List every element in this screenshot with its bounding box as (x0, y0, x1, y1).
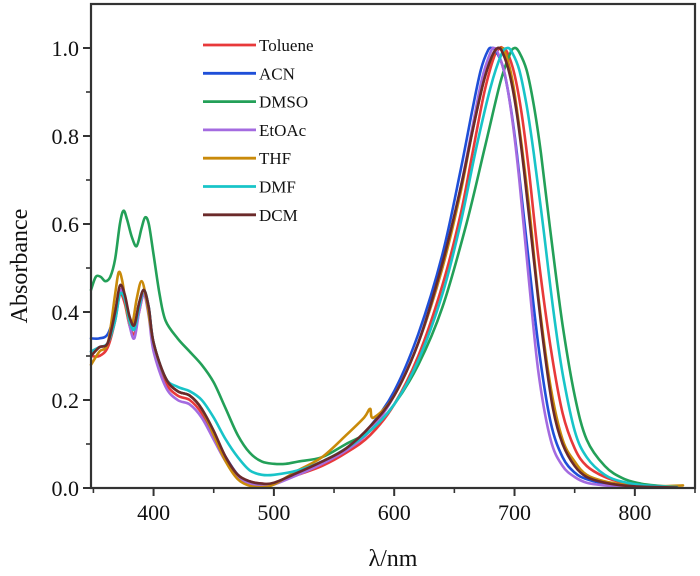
x-tick-label: 800 (618, 500, 651, 525)
y-axis-ticks: 0.0 0.2 0.4 0.6 0.8 1.0 (52, 36, 91, 501)
series-line-dcm (89, 46, 679, 489)
legend: Toluene ACN DMSO EtOAc THF DMF DCM (203, 36, 314, 225)
y-axis-label: Absorbance (7, 209, 33, 324)
y-tick-label: 0.4 (52, 300, 80, 325)
y-tick-label: 0.6 (52, 212, 80, 237)
legend-item-thf: THF (203, 149, 291, 168)
legend-item-toluene: Toluene (203, 36, 314, 55)
legend-label: ACN (259, 64, 295, 83)
x-tick-label: 400 (137, 500, 170, 525)
legend-label: DMSO (259, 93, 308, 112)
series-line-acn (89, 46, 679, 489)
x-tick-label: 500 (257, 500, 290, 525)
legend-label: Toluene (259, 36, 314, 55)
legend-item-dcm: DCM (203, 206, 298, 225)
y-tick-label: 0.2 (52, 388, 80, 413)
y-tick-label: 0.0 (52, 476, 80, 501)
x-axis-ticks: 400 500 600 700 800 (92, 488, 696, 525)
series-line-etoac (89, 46, 679, 489)
series-line-dmso (89, 46, 679, 489)
x-tick-label: 600 (378, 500, 411, 525)
legend-label: DCM (259, 206, 298, 225)
legend-label: DMF (259, 178, 296, 197)
legend-item-dmf: DMF (203, 178, 296, 197)
legend-label: EtOAc (259, 121, 307, 140)
legend-label: THF (259, 149, 291, 168)
y-tick-label: 1.0 (52, 36, 80, 61)
series-line-thf (89, 46, 685, 489)
legend-item-acn: ACN (203, 64, 295, 83)
legend-item-dmso: DMSO (203, 93, 308, 112)
plot-frame (89, 2, 697, 490)
x-axis-label: λ/nm (369, 546, 418, 572)
x-tick-label: 700 (498, 500, 531, 525)
y-tick-label: 0.8 (52, 124, 80, 149)
series-line-toluene (89, 45, 679, 489)
legend-item-etoac: EtOAc (203, 121, 307, 140)
series-layer (89, 45, 685, 489)
